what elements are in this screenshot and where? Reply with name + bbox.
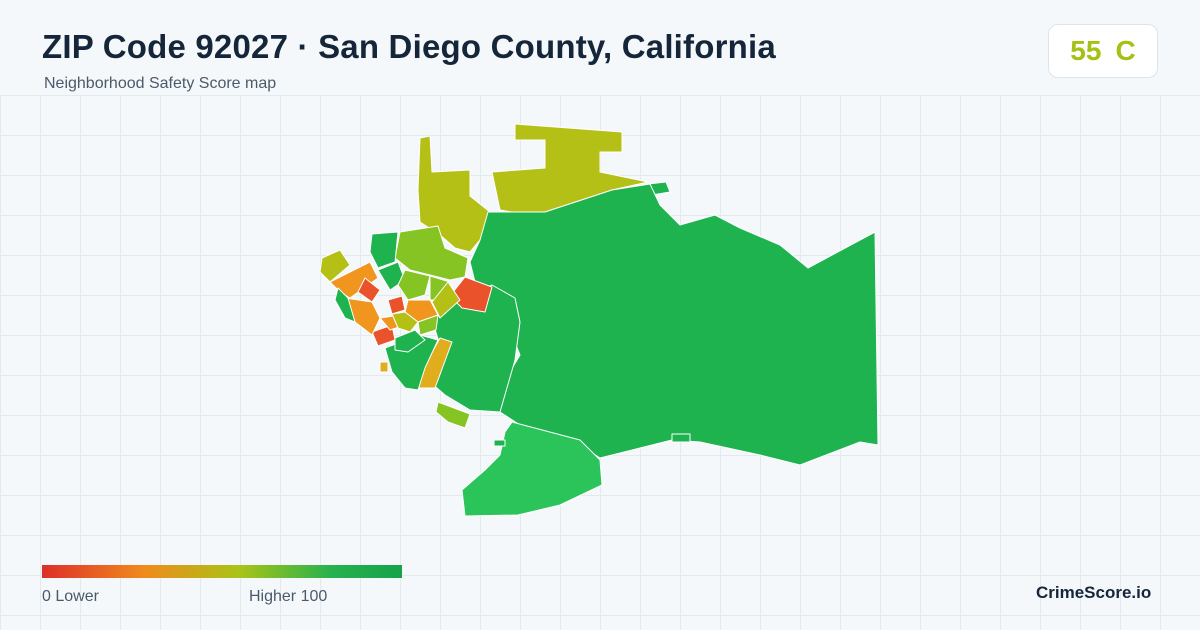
region-lime-cell-a[interactable] [397,269,431,301]
region-olive-cell-a[interactable] [431,281,461,319]
legend-min-label: 0 Lower [42,588,99,605]
region-coastal-north[interactable] [319,249,351,283]
brand-logo-text[interactable]: CrimeScore.io [1036,583,1152,602]
region-green-cell-b[interactable] [334,287,356,323]
region-northwest-green[interactable] [369,231,399,269]
legend-gradient-bar [42,565,402,578]
page-title: ZIP Code 92027 · San Diego County, Calif… [42,28,776,65]
safety-score-badge: 55 C [1048,24,1158,78]
region-east-main[interactable] [469,183,879,466]
region-southwest-lime[interactable] [435,401,471,429]
region-coastal-islet[interactable] [379,361,389,373]
region-lime-cell-c[interactable] [417,314,439,336]
score-value: 55 [1070,35,1102,66]
region-olive-cell-b[interactable] [391,311,419,333]
region-south-lobe[interactable] [461,421,603,517]
score-grade: C [1115,35,1136,66]
page-subtitle: Neighborhood Safety Score map [44,75,277,92]
legend-max-label: Higher 100 [249,588,328,605]
region-north-lime[interactable] [394,225,469,281]
region-green-cell-c[interactable] [394,329,426,353]
region-south-islet[interactable] [493,439,506,447]
region-south-islet-2[interactable] [671,433,691,443]
region-red-cell-c[interactable] [387,295,406,315]
